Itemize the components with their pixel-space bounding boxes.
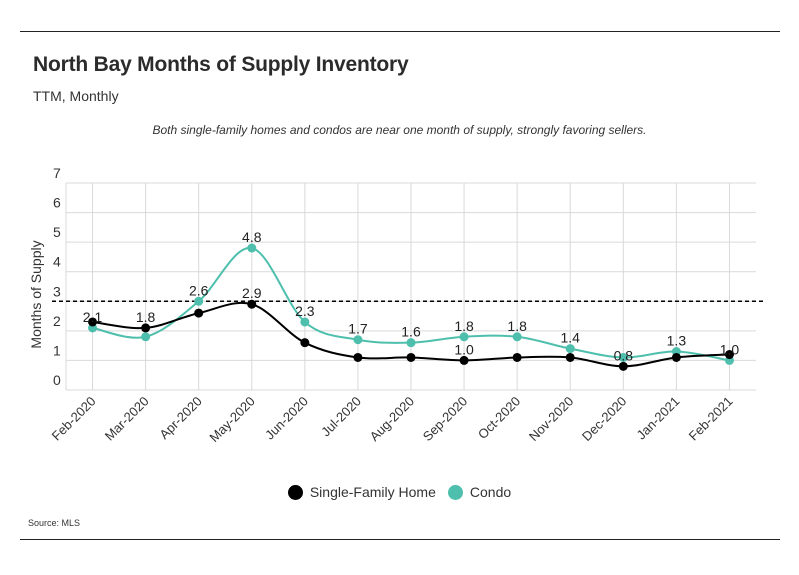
- data-point-single-family: [618, 361, 628, 371]
- x-tick-label: Jun-2020: [262, 394, 311, 443]
- x-tick-label: Feb-2021: [686, 394, 736, 444]
- data-label-condo: 1.8: [454, 318, 474, 334]
- data-label-condo: 1.3: [667, 333, 687, 349]
- data-point-single-family: [300, 338, 310, 348]
- data-label-condo: 2.3: [295, 303, 315, 319]
- legend-item-single-family: Single-Family Home: [287, 484, 436, 500]
- legend-label-condo: Condo: [469, 484, 512, 500]
- data-point-single-family: [406, 352, 416, 362]
- chart-legend: Single-Family Home Condo: [0, 484, 799, 500]
- y-tick-label: 6: [53, 195, 61, 211]
- data-point-condo: [565, 344, 575, 354]
- y-tick-label: 0: [53, 372, 61, 388]
- legend-marker-single-family: [287, 484, 303, 500]
- x-tick-label: Feb-2020: [49, 394, 99, 444]
- data-point-condo: [141, 332, 151, 342]
- chart-annotation: Both single-family homes and condos are …: [152, 123, 647, 137]
- chart-subtitle: TTM, Monthly: [33, 88, 119, 104]
- data-label-condo: 1.6: [401, 324, 421, 340]
- data-point-single-family: [565, 352, 575, 362]
- x-tick-label: Jan-2021: [634, 394, 683, 443]
- data-point-single-family: [353, 352, 363, 362]
- x-tick-label: Jul-2020: [318, 394, 364, 440]
- data-label-single-family: 2.9: [242, 285, 262, 301]
- bottom-rule: [20, 539, 780, 540]
- y-tick-label: 2: [53, 313, 61, 329]
- data-point-single-family: [459, 355, 469, 365]
- data-point-condo: [194, 296, 204, 306]
- data-label-condo: 2.6: [189, 282, 209, 298]
- x-tick-label: Aug-2020: [367, 394, 417, 444]
- data-point-single-family: [512, 352, 522, 362]
- data-point-single-family: [724, 350, 734, 360]
- line-chart: 0 1 2 3 4 5 6 7 Feb-2020 Mar-2020 Apr-2020 May-2020…: [28, 165, 764, 445]
- x-tick-label: May-2020: [206, 394, 257, 445]
- x-tick-label: Mar-2020: [102, 394, 152, 444]
- data-point-condo: [247, 243, 257, 253]
- data-label-condo: 1.0: [720, 341, 740, 357]
- data-point-condo: [512, 332, 522, 342]
- y-tick-label: 7: [53, 165, 61, 181]
- data-label-condo: 1.8: [507, 318, 527, 334]
- data-point-single-family: [88, 317, 98, 327]
- data-point-single-family: [194, 308, 204, 318]
- y-tick-label: 4: [53, 254, 61, 270]
- data-label-condo: 2.1: [83, 309, 103, 325]
- data-label-condo: 1.4: [560, 330, 580, 346]
- legend-item-condo: Condo: [447, 484, 512, 500]
- y-axis-title: Months of Supply: [28, 240, 44, 348]
- x-tick-label: Apr-2020: [156, 394, 204, 442]
- data-point-single-family: [247, 299, 257, 309]
- chart-title: North Bay Months of Supply Inventory: [33, 53, 409, 76]
- data-point-single-family: [141, 323, 151, 333]
- x-tick-label: Dec-2020: [579, 394, 629, 444]
- x-tick-label: Nov-2020: [526, 394, 576, 444]
- x-tick-label: Oct-2020: [475, 394, 523, 442]
- data-label-single-family: 1.8: [136, 309, 156, 325]
- data-label-condo: 1.7: [348, 321, 368, 337]
- data-label-single-family: 1.0: [454, 341, 474, 357]
- legend-marker-condo: [447, 484, 463, 500]
- data-point-single-family: [671, 352, 681, 362]
- data-point-condo: [353, 335, 363, 345]
- x-tick-label: Sep-2020: [420, 394, 470, 444]
- y-tick-label: 5: [53, 224, 61, 240]
- data-point-condo: [406, 338, 416, 348]
- data-point-condo: [300, 317, 310, 327]
- data-label-condo: 4.8: [242, 229, 262, 245]
- source-note: Source: MLS: [28, 518, 81, 528]
- y-tick-label: 1: [53, 342, 61, 358]
- data-point-condo: [618, 352, 628, 362]
- top-rule: [20, 31, 780, 32]
- data-point-condo: [459, 332, 469, 342]
- data-label-single-family: 0.8: [614, 347, 634, 363]
- legend-label-single-family: Single-Family Home: [309, 484, 436, 500]
- y-tick-label: 3: [53, 283, 61, 299]
